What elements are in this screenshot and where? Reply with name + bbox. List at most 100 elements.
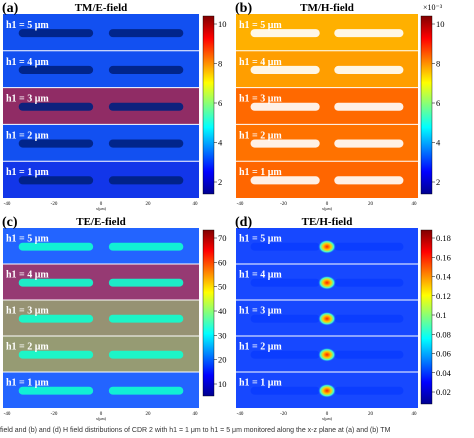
cavity-left (18, 176, 94, 185)
panel-title: TM/H-field (300, 2, 354, 14)
cavity-left (18, 278, 94, 287)
colorbar (202, 15, 215, 195)
cavity-right (334, 65, 404, 74)
strip-label: h1 = 1 μm (239, 378, 282, 389)
panel-title: TE/E-field (76, 216, 126, 228)
cavity-right (108, 242, 184, 251)
strip-label: h1 = 1 μm (239, 167, 282, 178)
cavity-left (250, 102, 320, 111)
panel-a: h1 = 5 μm h1 = 4 μm h1 = 3 μm h1 = 2 μm h1 =… (2, 1, 227, 211)
colorbar-tick-label: 8 (218, 59, 222, 69)
x-tick-label: 20 (368, 202, 374, 207)
colorbar-exponent: ×10⁻³ (423, 3, 443, 12)
strip-label: h1 = 1 μm (6, 167, 49, 178)
cavity-right (108, 350, 184, 359)
strip-label: h1 = 5 μm (239, 20, 282, 31)
strip-label: h1 = 3 μm (239, 306, 282, 317)
cavity-left (250, 65, 320, 74)
x-tick-label: 20 (146, 202, 152, 207)
hotspot (318, 347, 336, 362)
panel-label: (d) (235, 215, 252, 230)
cavity-left (250, 314, 320, 323)
strip-label: h1 = 5 μm (6, 20, 49, 31)
cavity-left (18, 65, 94, 74)
colorbar (202, 229, 215, 397)
strip-label: h1 = 4 μm (239, 57, 282, 68)
cavity-right (334, 102, 404, 111)
colorbar-tick-label: 40 (218, 306, 227, 316)
colorbar-tick-label: 60 (218, 257, 227, 267)
colorbar-tick-label: 10 (218, 19, 227, 29)
cavity-left (250, 29, 320, 38)
x-axis-label: x(μm) (322, 206, 333, 211)
cavity-right (334, 139, 404, 148)
panel-label: (a) (2, 1, 19, 16)
cavity-left (250, 350, 320, 359)
panel-title: TM/E-field (75, 2, 128, 14)
x-tick-label: 20 (146, 412, 152, 417)
strip-label: h1 = 2 μm (239, 342, 282, 353)
colorbar-tick-label: 0.08 (436, 329, 451, 339)
cavity-right (108, 102, 184, 111)
x-tick-label: -40 (4, 202, 11, 207)
cavity-right (334, 314, 404, 323)
colorbar-tick-label: 6 (436, 98, 440, 108)
x-tick-label: -40 (237, 202, 244, 207)
x-tick-label: 0 (326, 412, 329, 417)
x-tick-label: -20 (51, 412, 58, 417)
hotspot (318, 275, 336, 290)
x-tick-label: 40 (193, 202, 199, 207)
cavity-left (18, 29, 94, 38)
x-axis-label: x(μm) (322, 416, 333, 421)
x-tick-label: -20 (280, 202, 287, 207)
cavity-right (108, 65, 184, 74)
cavity-right (334, 278, 404, 287)
colorbar-tick-label: 70 (218, 233, 227, 243)
colorbar-tick-label: 0.06 (436, 349, 451, 359)
colorbar (420, 15, 433, 195)
x-tick-label: 40 (193, 412, 199, 417)
cavity-left (18, 350, 94, 359)
strip-label: h1 = 5 μm (239, 234, 282, 245)
cavity-right (108, 278, 184, 287)
cavity-right (108, 314, 184, 323)
hotspot (318, 383, 336, 398)
panel-label: (c) (2, 215, 18, 230)
x-tick-label: 40 (412, 202, 418, 207)
cavity-right (334, 176, 404, 185)
panel-label: (b) (235, 1, 252, 16)
strip-label: h1 = 4 μm (6, 270, 49, 281)
colorbar-tick-label: 4 (436, 138, 441, 148)
cavity-left (18, 386, 94, 395)
colorbar-tick-label: 0.02 (436, 387, 451, 397)
strip-label: h1 = 2 μm (6, 342, 49, 353)
cavity-left (250, 278, 320, 287)
strip-label: h1 = 4 μm (239, 270, 282, 281)
cavity-right (108, 29, 184, 38)
cavity-right (334, 386, 404, 395)
colorbar-tick-label: 0.04 (436, 368, 452, 378)
cavity-right (108, 176, 184, 185)
cavity-left (18, 314, 94, 323)
cavity-left (18, 139, 94, 148)
colorbar-tick-label: 0.12 (436, 291, 451, 301)
strip-label: h1 = 3 μm (6, 306, 49, 317)
cavity-right (334, 242, 404, 251)
colorbar-tick-label: 30 (218, 330, 227, 340)
colorbar-tick-label: 4 (218, 138, 223, 148)
x-tick-label: 20 (368, 412, 374, 417)
colorbar-tick-label: 2 (436, 177, 440, 187)
x-tick-label: -40 (4, 412, 11, 417)
colorbar-tick-label: 2 (218, 177, 222, 187)
panel-c: h1 = 5 μm h1 = 4 μm h1 = 3 μm h1 = 2 μm h1 =… (2, 215, 227, 421)
x-tick-label: 0 (100, 412, 103, 417)
cavity-right (334, 350, 404, 359)
colorbar-tick-label: 50 (218, 282, 227, 292)
colorbar-tick-label: 0.1 (436, 310, 447, 320)
strip-label: h1 = 2 μm (239, 130, 282, 141)
strip-label: h1 = 4 μm (6, 57, 49, 68)
colorbar-tick-label: 0.18 (436, 233, 451, 243)
x-axis-label: x(μm) (96, 206, 107, 211)
colorbar-tick-label: 6 (218, 98, 222, 108)
